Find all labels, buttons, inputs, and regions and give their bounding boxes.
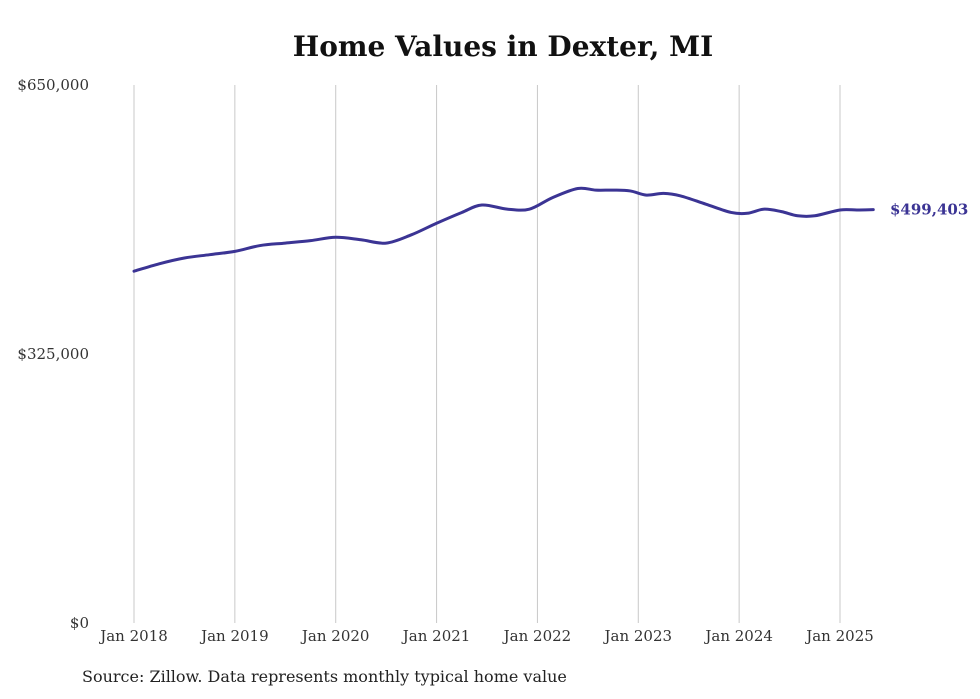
- x-tick-label: Jan 2023: [603, 627, 673, 645]
- x-tick-label: Jan 2020: [300, 627, 370, 645]
- x-tick-label: Jan 2025: [804, 627, 874, 645]
- end-value-label: $499,403: [890, 201, 968, 219]
- chart-title: Home Values in Dexter, MI: [292, 30, 714, 63]
- y-tick-label: $650,000: [17, 76, 89, 94]
- y-tick-label: $325,000: [17, 345, 89, 363]
- x-tick-label: Jan 2022: [502, 627, 572, 645]
- source-note: Source: Zillow. Data represents monthly …: [82, 667, 567, 686]
- x-tick-label: Jan 2024: [703, 627, 773, 645]
- y-tick-label: $0: [70, 614, 89, 632]
- x-tick-label: Jan 2021: [401, 627, 471, 645]
- x-tick-label: Jan 2018: [98, 627, 168, 645]
- series-line: [132, 186, 875, 273]
- x-tick-label: Jan 2019: [199, 627, 269, 645]
